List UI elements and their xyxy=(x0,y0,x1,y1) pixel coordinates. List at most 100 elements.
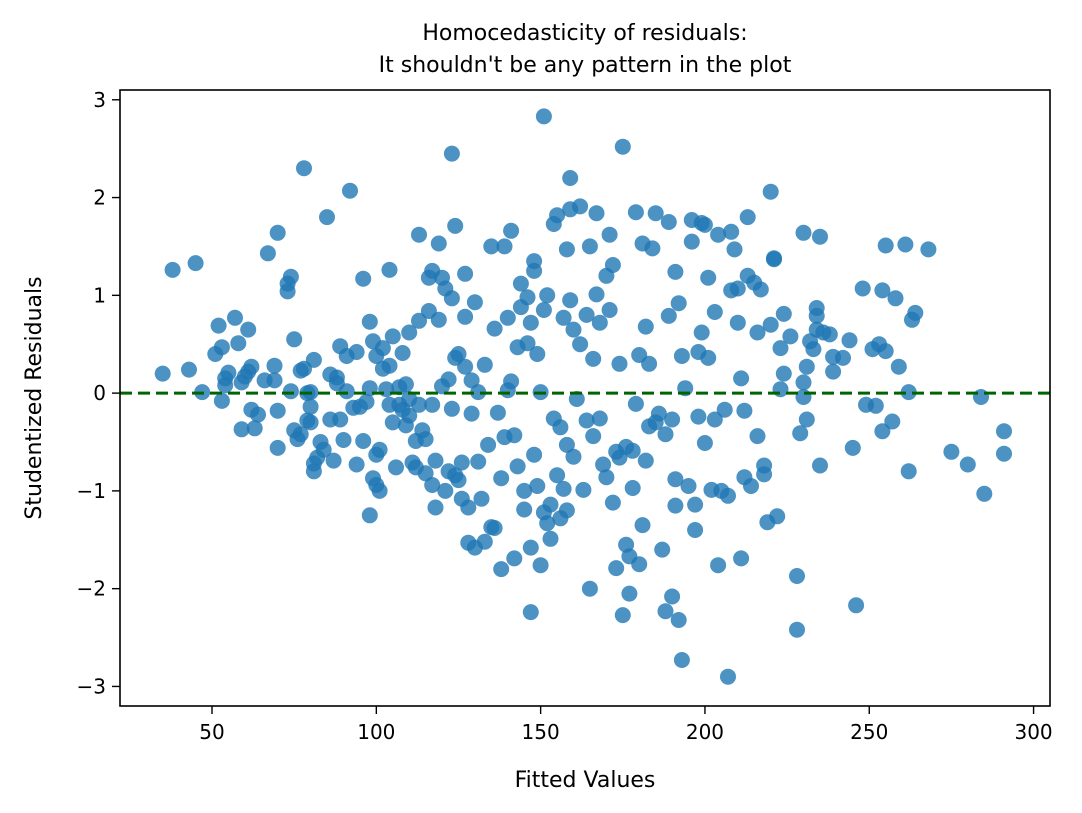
data-point xyxy=(529,346,546,362)
data-point xyxy=(315,441,332,458)
data-point xyxy=(558,436,575,453)
x-tick-label: 100 xyxy=(357,720,395,744)
data-point xyxy=(509,458,526,475)
data-point xyxy=(282,383,299,400)
data-point xyxy=(552,419,569,436)
data-point xyxy=(539,287,556,304)
data-point xyxy=(286,331,303,348)
data-point xyxy=(503,373,520,390)
data-point xyxy=(907,304,924,321)
data-point xyxy=(424,396,441,413)
data-point xyxy=(424,477,441,493)
data-point xyxy=(463,372,480,389)
data-point xyxy=(562,170,579,186)
data-point xyxy=(230,335,247,352)
data-point xyxy=(835,349,851,366)
data-point xyxy=(325,452,342,469)
data-point xyxy=(887,290,904,307)
data-point xyxy=(499,309,516,326)
data-point xyxy=(443,145,460,162)
data-point xyxy=(687,496,704,513)
data-point xyxy=(338,383,355,400)
data-point xyxy=(621,585,638,602)
data-point xyxy=(585,428,602,445)
data-point xyxy=(266,357,283,374)
data-point xyxy=(466,294,483,311)
data-point xyxy=(706,411,723,428)
data-point xyxy=(854,280,871,297)
data-point xyxy=(522,604,539,621)
data-point xyxy=(611,355,628,372)
x-tick-label: 200 xyxy=(686,720,724,744)
data-point xyxy=(890,358,907,375)
data-point xyxy=(637,318,654,335)
data-point xyxy=(549,207,566,224)
data-point xyxy=(825,363,842,380)
data-point xyxy=(884,413,901,430)
data-point xyxy=(598,469,615,486)
data-point xyxy=(427,499,444,516)
data-point xyxy=(789,568,805,584)
data-point xyxy=(789,621,805,638)
data-point xyxy=(348,456,365,473)
data-point xyxy=(900,463,917,480)
data-point xyxy=(627,395,644,412)
data-point xyxy=(443,290,460,307)
data-point xyxy=(246,420,263,437)
data-point xyxy=(729,280,746,297)
data-point xyxy=(535,108,552,125)
data-point xyxy=(384,328,401,345)
data-point xyxy=(476,356,493,373)
data-point xyxy=(996,423,1012,440)
data-point xyxy=(805,341,822,358)
data-point xyxy=(259,245,276,262)
data-point xyxy=(397,376,414,393)
data-point xyxy=(496,238,513,255)
data-point xyxy=(572,336,589,353)
data-point xyxy=(752,281,769,298)
data-point xyxy=(644,240,661,257)
data-point xyxy=(503,222,520,239)
data-point xyxy=(614,607,631,624)
data-point xyxy=(670,295,687,312)
data-point xyxy=(539,515,556,532)
data-point xyxy=(670,612,687,628)
data-point xyxy=(470,453,487,470)
x-tick-label: 50 xyxy=(199,720,224,744)
x-axis-label: Fitted Values xyxy=(515,768,656,793)
data-point xyxy=(371,482,388,499)
data-point xyxy=(450,472,467,489)
data-point xyxy=(844,439,861,456)
data-point xyxy=(328,369,345,386)
data-point xyxy=(798,358,815,375)
data-point xyxy=(506,427,523,444)
data-point xyxy=(519,335,536,352)
y-axis-label: Studentized Residuals xyxy=(22,276,47,519)
data-point xyxy=(506,550,523,567)
data-point xyxy=(812,457,828,474)
data-point xyxy=(696,216,713,233)
data-point xyxy=(210,317,227,334)
data-point xyxy=(411,226,427,243)
data-point xyxy=(595,456,612,473)
data-point xyxy=(723,223,740,240)
data-point xyxy=(489,404,506,421)
data-point xyxy=(654,541,671,558)
data-point xyxy=(526,446,543,463)
data-point xyxy=(555,309,572,326)
data-point xyxy=(187,255,204,272)
data-point xyxy=(549,467,566,484)
data-point xyxy=(667,497,684,514)
data-point xyxy=(775,305,792,322)
data-point xyxy=(457,265,474,282)
data-point xyxy=(795,374,812,391)
data-point xyxy=(762,316,779,333)
data-point xyxy=(516,501,533,518)
data-point xyxy=(181,361,197,378)
x-axis-ticks: 50 100 150 200 250 300 xyxy=(199,706,1053,744)
y-tick-label: −2 xyxy=(77,577,106,601)
data-point xyxy=(588,205,605,222)
data-point xyxy=(798,411,815,428)
data-point xyxy=(473,490,490,507)
